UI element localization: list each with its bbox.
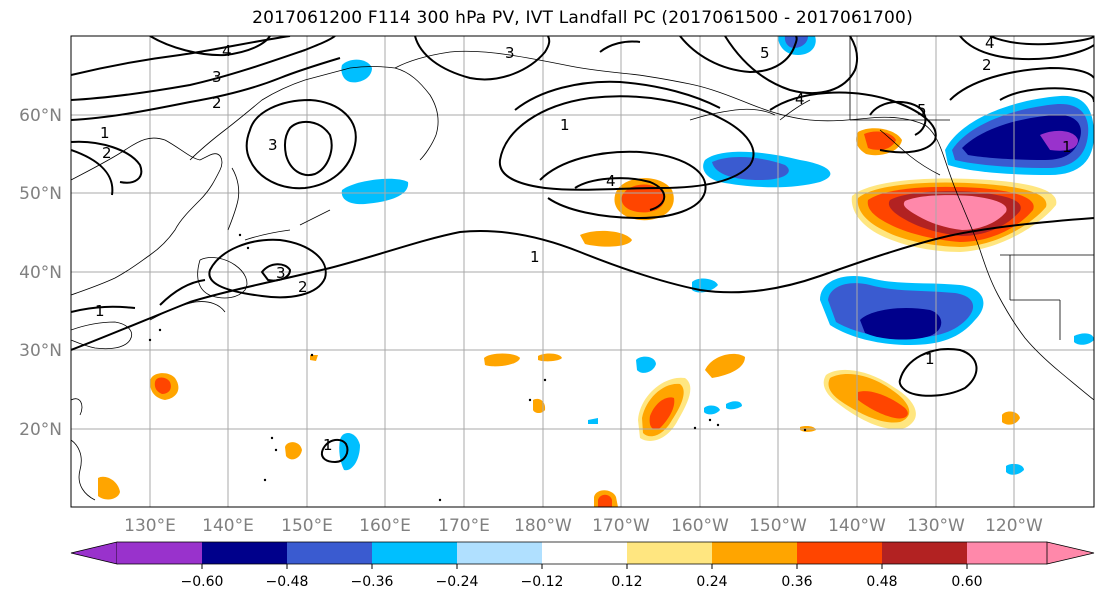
map-frame	[70, 35, 1095, 508]
colorbar-segment	[712, 542, 797, 564]
contour-label: 4	[985, 34, 995, 52]
lon-label: 170°E	[438, 516, 490, 536]
contour-label: 1	[95, 302, 105, 320]
contour-label: 3	[276, 264, 286, 282]
colorbar-segment	[202, 542, 287, 564]
lat-label: 60°N	[19, 106, 62, 126]
colorbar-tick: 0.60	[951, 574, 982, 590]
colorbar-segment	[287, 542, 372, 564]
contour-label: 3	[505, 44, 515, 62]
colorbar-tick: −0.36	[351, 574, 394, 590]
contour-label: 1	[925, 350, 935, 368]
contour-label: 3	[268, 136, 278, 154]
contour-label: 5	[760, 44, 770, 62]
contour-label: 5	[917, 101, 927, 119]
contour-label: 1	[100, 124, 110, 142]
lon-label: 160°W	[671, 516, 729, 536]
contour-label: 1	[530, 248, 540, 266]
lon-label: 150°W	[749, 516, 807, 536]
contour-label: 1	[560, 116, 570, 134]
colorbar-segment	[882, 542, 967, 564]
colorbar-tick: −0.24	[436, 574, 479, 590]
contour-label: 2	[102, 144, 112, 162]
colorbar-tick: −0.60	[181, 574, 224, 590]
colorbar-tick: 0.48	[866, 574, 897, 590]
colorbar-segment	[117, 542, 202, 564]
longitude-labels: 130°E 140°E 150°E 160°E 170°E 180°W 170°…	[124, 516, 1043, 536]
lon-label: 180°W	[514, 516, 572, 536]
colorbar-segment	[457, 542, 542, 564]
contour-label: 2	[298, 278, 308, 296]
lat-label: 40°N	[19, 263, 62, 283]
colorbar-segment	[967, 542, 1047, 564]
map-title: 2017061200 F114 300 hPa PV, IVT Landfall…	[252, 8, 913, 28]
coastlines	[71, 36, 1094, 501]
ivt-shading	[98, 36, 1094, 507]
contour-label: 2	[982, 56, 992, 74]
pv-contour-labels: 1 1 1 1 1 1 1 2 2 2 2 3 3 3 3 4 4 4 4 5 …	[95, 34, 1072, 454]
lon-label: 150°E	[281, 516, 333, 536]
contour-label: 1	[323, 436, 333, 454]
colorbar-arrow-right	[1046, 541, 1095, 565]
lon-label: 140°W	[828, 516, 886, 536]
contour-label: 3	[212, 68, 222, 86]
lon-label: 120°W	[985, 516, 1043, 536]
lat-label: 30°N	[19, 341, 62, 361]
lon-label: 170°W	[592, 516, 650, 536]
colorbar-segment	[372, 542, 457, 564]
colorbar-tick: −0.48	[266, 574, 309, 590]
contour-label: 4	[795, 90, 805, 108]
lon-label: 140°E	[202, 516, 254, 536]
gridlines	[71, 36, 1094, 507]
contour-label: 4	[222, 42, 232, 60]
island-markers	[148, 233, 807, 502]
lon-label: 130°E	[124, 516, 176, 536]
colorbar-tick: −0.12	[521, 574, 564, 590]
colorbar-tick: 0.24	[696, 574, 727, 590]
latitude-labels: 20°N 30°N 40°N 50°N 60°N	[19, 106, 62, 440]
colorbar-tick: 0.36	[781, 574, 812, 590]
colorbar-segment	[797, 542, 882, 564]
contour-label: 4	[606, 172, 616, 190]
lat-label: 50°N	[19, 184, 62, 204]
lon-label: 160°E	[359, 516, 411, 536]
colorbar-segment	[542, 542, 627, 564]
colorbar: −0.60 −0.48 −0.36 −0.24 −0.12 0.12 0.24 …	[70, 541, 1095, 590]
colorbar-arrow-left	[70, 541, 118, 565]
lat-label: 20°N	[19, 420, 62, 440]
colorbar-tick: 0.12	[611, 574, 642, 590]
contour-label: 2	[212, 94, 222, 112]
lon-label: 130°W	[907, 516, 965, 536]
contour-label: 1	[1062, 138, 1072, 156]
colorbar-segment	[627, 542, 712, 564]
